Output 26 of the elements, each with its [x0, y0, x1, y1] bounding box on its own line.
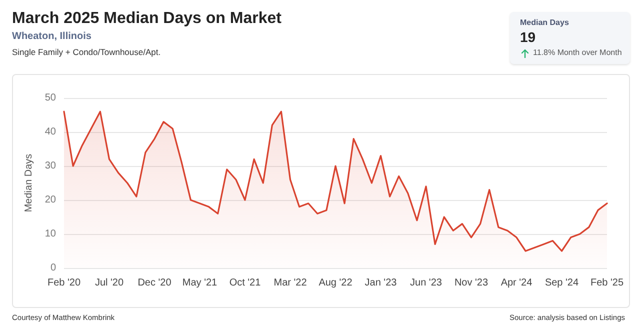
x-tick-label: Nov '23: [454, 278, 488, 288]
y-axis-title: Median Days: [23, 154, 34, 212]
x-tick-label: Jan '23: [364, 278, 398, 288]
x-tick-label: Dec '20: [138, 278, 172, 288]
x-tick-label: May '21: [182, 278, 218, 288]
x-tick-label: Oct '21: [229, 278, 262, 288]
x-tick-label: Feb '25: [590, 278, 624, 288]
x-tick-label: Apr '24: [500, 278, 533, 288]
x-tick-label: Feb '20: [47, 278, 81, 288]
x-tick-label: Sep '24: [544, 278, 579, 288]
x-tick-label: Jul '20: [94, 278, 124, 288]
x-tick-label: Mar '22: [274, 278, 308, 288]
chart-title: March 2025 Median Days on Market: [12, 10, 282, 28]
text: 11.8% Month over Month: [533, 48, 622, 57]
text: 19: [520, 29, 536, 45]
y-tick-label: 50: [44, 92, 56, 104]
x-tick-label: Jun '23: [410, 278, 442, 288]
chart-subtitle: Wheaton, Illinois: [12, 31, 92, 42]
y-tick-label: 40: [44, 126, 56, 138]
y-tick-label: 20: [44, 194, 56, 206]
text: Median Days: [520, 18, 569, 27]
y-tick-label: 10: [44, 228, 56, 240]
text: Single Family + Condo/Townhouse/Apt.: [12, 47, 161, 57]
y-tick-label: 0: [50, 262, 56, 274]
y-tick-label: 30: [44, 160, 56, 172]
x-tick-label: Aug '22: [318, 278, 353, 288]
